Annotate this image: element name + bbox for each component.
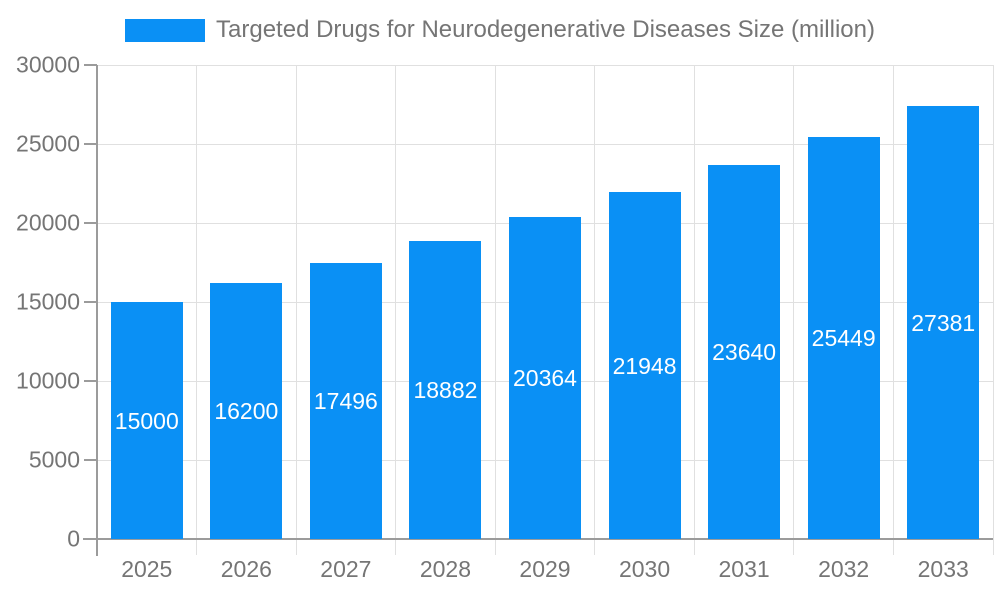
y-axis-label: 0 [67, 525, 80, 552]
bar: 23640 [708, 165, 781, 539]
bar: 20364 [509, 217, 581, 539]
v-gridline [594, 65, 596, 539]
h-gridline [97, 143, 993, 145]
x-axis-label: 2026 [220, 556, 272, 582]
x-axis-tick [793, 539, 795, 555]
v-gridline [196, 65, 198, 539]
x-axis-tick [892, 539, 894, 555]
legend-label: Targeted Drugs for Neurodegenerative Dis… [216, 16, 875, 43]
y-axis-tick [84, 64, 97, 66]
x-axis-tick [693, 539, 695, 555]
y-axis-label: 5000 [28, 446, 80, 473]
legend-swatch [125, 18, 206, 42]
x-axis-tick [196, 539, 198, 555]
y-axis-tick [84, 459, 97, 461]
y-axis-tick [84, 222, 97, 224]
legend: Targeted Drugs for Neurodegenerative Dis… [0, 17, 1000, 43]
bar: 17496 [309, 262, 382, 539]
y-axis-label: 25000 [16, 130, 80, 157]
v-gridline [295, 65, 297, 539]
x-axis-label: 2027 [320, 556, 372, 582]
x-axis-tick [992, 539, 994, 555]
bar: 18882 [409, 240, 482, 539]
x-axis-label: 2025 [121, 556, 173, 582]
bar: 25449 [807, 136, 880, 539]
x-axis-tick [395, 539, 397, 555]
y-axis-line [96, 65, 98, 556]
bar-value-label: 18882 [413, 376, 478, 403]
y-axis-label: 15000 [16, 288, 80, 315]
v-gridline [892, 65, 894, 539]
h-gridline [97, 64, 993, 66]
y-axis-tick [84, 301, 97, 303]
bar-value-label: 25449 [811, 324, 876, 351]
y-axis-tick [84, 380, 97, 382]
x-axis-tick [295, 539, 297, 555]
bar-value-label: 17496 [313, 387, 378, 414]
bar-value-label: 23640 [712, 339, 777, 366]
bar: 27381 [907, 106, 980, 539]
y-axis-tick [84, 143, 97, 145]
v-gridline [494, 65, 496, 539]
x-axis-line [83, 538, 993, 540]
bar-value-label: 27381 [911, 309, 976, 336]
bar: 21948 [608, 192, 681, 539]
y-axis-label: 20000 [16, 209, 80, 236]
x-axis-label: 2030 [618, 556, 671, 582]
x-axis-label: 2031 [718, 556, 770, 582]
bar-value-label: 15000 [114, 407, 179, 434]
y-axis-tick [84, 538, 97, 540]
v-gridline [793, 65, 795, 539]
bar-value-label: 20364 [513, 365, 577, 392]
x-axis-label: 2029 [519, 556, 571, 582]
y-axis-label: 30000 [16, 51, 80, 78]
x-axis-tick [494, 539, 496, 555]
x-axis-label: 2033 [917, 556, 969, 582]
x-axis-label: 2032 [818, 556, 870, 582]
bar: 15000 [110, 302, 183, 539]
v-gridline [992, 65, 994, 539]
x-axis-label: 2028 [419, 556, 472, 582]
bar: 16200 [210, 283, 283, 539]
v-gridline [693, 65, 695, 539]
bar-value-label: 21948 [612, 352, 677, 379]
v-gridline [395, 65, 397, 539]
y-axis-label: 10000 [16, 367, 80, 394]
x-axis-tick [594, 539, 596, 555]
bar-value-label: 16200 [214, 398, 279, 424]
